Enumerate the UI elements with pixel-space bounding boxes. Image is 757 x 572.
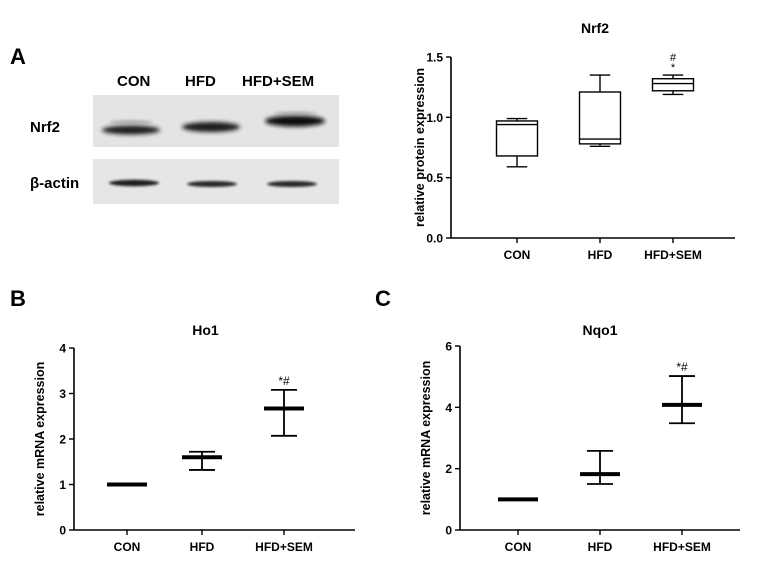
nrf2-y-tick-label: 1.0 <box>426 111 443 125</box>
nrf2-significance-marker: * <box>671 62 676 74</box>
nrf2-box <box>495 120 539 157</box>
nqo1-x-tick-label: CON <box>505 540 532 554</box>
nqo1-x-tick-label: HFD <box>588 540 613 554</box>
blot-lane-label-con: CON <box>117 73 151 90</box>
ho1-y-tick-label: 2 <box>59 433 66 447</box>
nqo1-x-tick-label: HFD+SEM <box>653 540 711 554</box>
ho1-x-tick-label: CON <box>114 540 141 554</box>
nrf2-x-tick-label: CON <box>504 248 531 262</box>
ho1-y-tick-label: 4 <box>59 342 66 356</box>
nrf2-significance-marker: # <box>670 52 677 64</box>
nqo1-title: Nqo1 <box>583 322 618 338</box>
ho1-significance-marker: *# <box>278 374 290 388</box>
ho1-x-tick-label: HFD <box>190 540 215 554</box>
panel-letter-a: A <box>10 44 26 69</box>
nrf2-y-tick-label: 1.5 <box>426 51 443 65</box>
ho1-y-tick-label: 1 <box>59 478 66 492</box>
nqo1-significance-marker: *# <box>676 360 688 374</box>
blot-row-label-beta-actin: β-actin <box>30 175 80 192</box>
ho1-y-tick-label: 0 <box>59 524 66 538</box>
nrf2-y-tick-label: 0.0 <box>426 232 443 246</box>
nrf2-y-axis-label: relative protein expression <box>413 68 427 227</box>
nrf2-x-tick-label: HFD <box>588 248 613 262</box>
panel-letter-c: C <box>375 286 391 311</box>
nqo1-y-tick-label: 4 <box>445 401 452 415</box>
panel-letter-b: B <box>10 286 26 311</box>
nrf2-box <box>578 91 622 145</box>
nqo1-y-tick-label: 0 <box>445 524 452 538</box>
nqo1-y-tick-label: 2 <box>445 462 452 476</box>
nrf2-x-tick-label: HFD+SEM <box>644 248 702 262</box>
blot-lane-label-hfd: HFD <box>185 73 216 90</box>
nrf2-y-tick-label: 0.5 <box>426 171 443 185</box>
nqo1-y-axis-label: relative mRNA expression <box>419 361 433 515</box>
ho1-y-tick-label: 3 <box>59 387 66 401</box>
nrf2-title: Nrf2 <box>581 20 609 36</box>
nqo1-y-tick-label: 6 <box>445 340 452 354</box>
blot-lane-label-hfd-sem: HFD+SEM <box>242 73 315 90</box>
nrf2-box <box>651 78 695 92</box>
blot-row-label-nrf2: Nrf2 <box>30 119 61 136</box>
ho1-y-axis-label: relative mRNA expression <box>33 362 47 516</box>
ho1-x-tick-label: HFD+SEM <box>255 540 313 554</box>
ho1-title: Ho1 <box>192 322 219 338</box>
